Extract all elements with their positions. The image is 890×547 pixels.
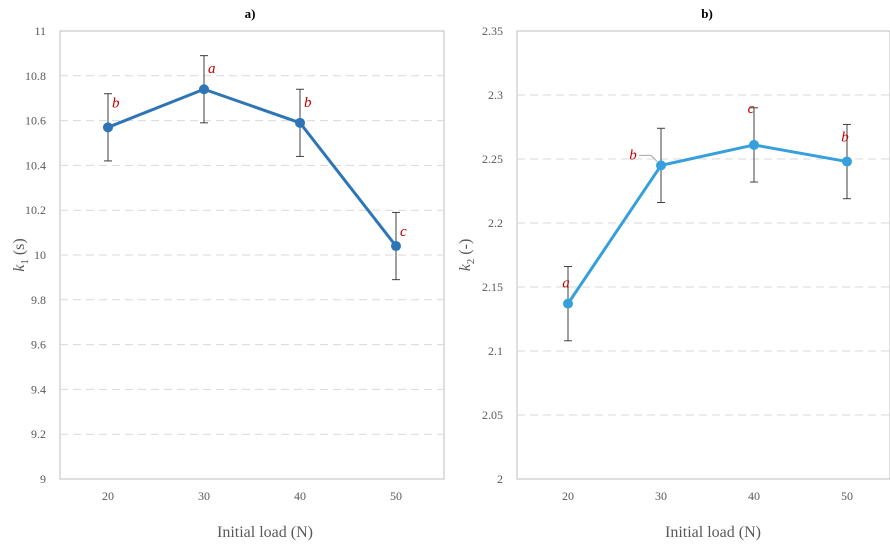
x-tick-label: 50 — [841, 489, 853, 503]
y-tick-label: 2.3 — [488, 88, 503, 102]
y-tick-label: 9.2 — [31, 427, 46, 441]
grid-lines — [517, 94, 890, 416]
significance-letter: c — [400, 224, 407, 240]
x-axis-label: Initial load (N) — [665, 524, 761, 541]
y-axis-label-base: k — [457, 263, 474, 271]
y-tick-labels: 2 2.05 2.1 2.15 2.2 2.25 2.3 2.35 — [482, 24, 503, 486]
y-tick-label: 11 — [34, 24, 46, 38]
y-tick-label: 10 — [34, 248, 46, 262]
y-tick-label: 2.15 — [482, 280, 503, 294]
data-point — [103, 122, 113, 133]
y-tick-label: 10.8 — [25, 69, 46, 83]
x-tick-label: 40 — [294, 489, 306, 503]
y-tick-label: 2.25 — [482, 152, 503, 166]
y-axis-label-base: k — [11, 264, 28, 272]
data-point — [656, 160, 666, 171]
series-line — [566, 143, 848, 305]
significance-letter: b — [841, 130, 849, 146]
x-tick-label: 50 — [390, 489, 402, 503]
y-tick-label: 2.2 — [488, 216, 503, 230]
chart-title: a) — [245, 6, 256, 21]
significance-letter: b — [629, 147, 637, 163]
y-axis-label: k2 (-) — [457, 239, 477, 272]
y-tick-labels: 9 9.2 9.4 9.6 9.8 10 10.2 10.4 10.6 10.8 11 — [25, 24, 46, 486]
y-tick-label: 9.4 — [31, 382, 46, 396]
y-axis-label: k1 (s) — [11, 238, 31, 272]
data-point — [391, 241, 401, 252]
significance-letter: a — [208, 61, 216, 77]
y-tick-label: 2.35 — [482, 24, 503, 38]
x-tick-label: 40 — [748, 489, 760, 503]
significance-letter: b — [112, 95, 120, 111]
y-axis-label-sub: 2 — [465, 259, 477, 265]
y-axis-label-sub: 1 — [19, 259, 31, 265]
x-tick-label: 30 — [655, 489, 667, 503]
y-axis-label-unit: (s) — [11, 238, 28, 259]
series-line — [107, 87, 398, 247]
y-tick-label: 10.2 — [25, 203, 46, 217]
data-point — [295, 117, 305, 128]
label-leader-line — [639, 154, 658, 162]
x-tick-labels: 20 30 40 50 — [562, 489, 853, 503]
x-tick-label: 20 — [562, 489, 574, 503]
series-group: a b c b — [562, 101, 852, 342]
y-tick-label: 2.05 — [482, 408, 503, 422]
y-tick-label: 10.6 — [25, 114, 46, 128]
y-tick-label: 9 — [40, 472, 46, 486]
x-tick-labels: 20 30 40 50 — [102, 489, 402, 503]
data-point — [563, 298, 573, 309]
y-tick-label: 2 — [497, 472, 503, 486]
grid-lines — [60, 75, 444, 435]
x-axis-label: Initial load (N) — [217, 524, 313, 541]
y-tick-label: 9.8 — [31, 293, 46, 307]
chart-title: b) — [701, 6, 713, 21]
data-point — [749, 139, 759, 150]
y-axis-label-unit: (-) — [457, 239, 474, 259]
series-group: b a b c — [103, 55, 407, 281]
y-tick-label: 10.4 — [25, 158, 46, 172]
data-point — [199, 84, 209, 95]
y-tick-label: 9.6 — [31, 338, 46, 352]
y-tick-label: 2.1 — [488, 344, 503, 358]
plot-area — [516, 30, 890, 480]
chart-a: a) 9 9.2 9.4 9.6 9.8 10 10.2 10.4 10.6 10.8 11 20 3… — [11, 6, 445, 541]
x-tick-label: 30 — [198, 489, 210, 503]
significance-letter: a — [562, 276, 570, 292]
significance-letter: b — [304, 95, 312, 111]
data-point — [842, 156, 852, 167]
chart-b: b) 2 2.05 2.1 2.15 2.2 2.25 2.3 2.35 20 30 40 50 a… — [457, 6, 890, 541]
x-tick-label: 20 — [102, 489, 114, 503]
significance-letter: c — [748, 101, 755, 117]
